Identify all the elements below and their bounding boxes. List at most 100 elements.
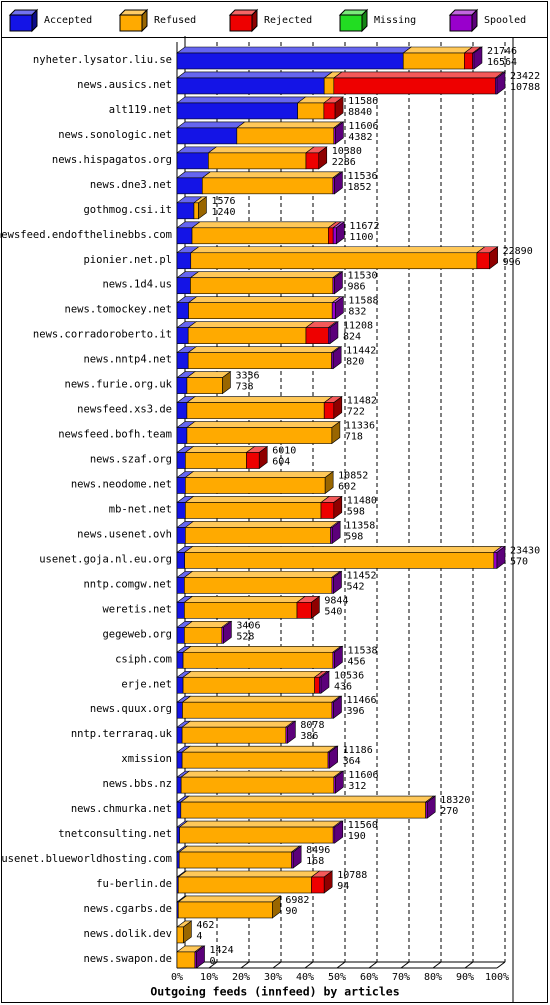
bar-segment <box>176 651 184 669</box>
y-tick-label: newsfeed.bofh.team <box>58 429 172 441</box>
accepted-label: 2286 <box>332 157 356 168</box>
bar-side <box>320 670 330 694</box>
bar-segment <box>176 926 184 944</box>
bar-segment <box>208 152 307 170</box>
y-tick-label: gothmog.csi.it <box>83 204 172 216</box>
y-tick-label: news.bbs.nz <box>102 778 172 790</box>
total-label: 11442 <box>346 346 376 357</box>
bar-segment <box>176 127 238 145</box>
accepted-label: 986 <box>347 282 365 293</box>
bar-segment <box>176 627 185 644</box>
bar-segment <box>320 502 335 519</box>
bar-side <box>222 371 231 395</box>
bar-segment <box>176 577 185 594</box>
y-tick-label: news.nntp4.net <box>83 354 172 366</box>
tick-mark <box>400 961 410 969</box>
accepted-label: 8840 <box>348 107 372 118</box>
total-label: 11672 <box>349 221 379 232</box>
bar-segment <box>297 102 325 120</box>
y-tick-label: news.sonologic.net <box>58 129 172 141</box>
bar-segment <box>185 477 326 494</box>
tick-mark <box>368 961 378 969</box>
bar-segment <box>296 602 312 619</box>
bar-side <box>473 46 483 70</box>
bar-side <box>329 745 338 769</box>
total-label: 22890 <box>503 246 533 257</box>
accepted-label: 820 <box>346 357 364 368</box>
bar-segment <box>176 352 189 369</box>
total-label: 11480 <box>347 495 377 506</box>
bar-segment <box>176 202 195 220</box>
bar-side <box>332 346 342 370</box>
bar-top <box>187 346 341 353</box>
bar-segment <box>185 502 322 519</box>
total-label: 11606 <box>348 121 378 132</box>
bar-segment <box>201 177 334 195</box>
bar-side <box>329 321 339 345</box>
bar-side <box>335 121 344 145</box>
y-tick-label: pionier.net.pl <box>83 254 172 266</box>
bar-segment <box>180 801 426 819</box>
bar-segment <box>176 602 185 619</box>
bar-segment <box>176 502 186 519</box>
bar-segment <box>176 227 193 245</box>
bar-segment <box>184 627 223 644</box>
bar-side <box>496 545 506 570</box>
accepted-label: 602 <box>338 481 356 492</box>
bar-segment <box>182 651 334 669</box>
total-label: 8496 <box>306 845 330 856</box>
x-tick-label: 80% <box>424 972 442 983</box>
y-tick-label: csiph.com <box>115 653 172 665</box>
accepted-label: 4 <box>196 931 202 942</box>
bar-top <box>186 421 341 428</box>
accepted-label: 396 <box>346 706 364 717</box>
bar-segment <box>305 327 329 344</box>
bar-top <box>191 221 338 229</box>
bar-top <box>176 46 413 54</box>
bar-top <box>176 71 334 79</box>
bar-segment <box>332 227 337 245</box>
y-tick-label: gegeweb.org <box>102 628 172 640</box>
total-label: 6982 <box>285 895 309 906</box>
total-label: 1576 <box>211 196 235 207</box>
bar-top <box>184 471 335 478</box>
total-label: 11336 <box>345 421 375 432</box>
bar-top <box>184 446 256 453</box>
legend-swatch <box>119 14 143 32</box>
accepted-label: 598 <box>345 531 363 542</box>
total-label: 1424 <box>210 945 234 956</box>
bar-segment <box>188 302 333 320</box>
total-label: 11482 <box>347 396 377 407</box>
y-tick-label: xmission <box>121 753 172 765</box>
total-label: 23430 <box>510 545 540 556</box>
bar-side <box>496 71 506 95</box>
bar-segment <box>476 252 490 270</box>
bar-segment <box>177 901 273 919</box>
legend-label: Accepted <box>44 15 92 26</box>
tick-mark <box>496 961 506 969</box>
bar-segment <box>186 427 333 444</box>
bar-segment <box>176 776 182 794</box>
y-tick-label: nntp.terraraq.uk <box>71 728 173 740</box>
bar-top <box>201 171 342 179</box>
bar-segment <box>323 402 335 419</box>
y-tick-label: newsfeed.xs3.de <box>77 404 172 416</box>
bar-segment <box>331 302 336 320</box>
accepted-label: 1852 <box>347 182 371 193</box>
bar-segment <box>185 527 331 544</box>
bar-segment <box>185 452 247 469</box>
accepted-label: 270 <box>440 806 458 817</box>
y-tick-label: news.quux.org <box>90 703 172 715</box>
total-label: 11586 <box>348 96 378 107</box>
bar-side <box>318 146 328 170</box>
bar-top <box>183 596 306 603</box>
accepted-label: 722 <box>347 407 365 418</box>
y-tick-label: news.chmurka.net <box>71 803 172 815</box>
bar-segment <box>184 552 495 569</box>
bar-segment <box>464 52 473 70</box>
total-label: 23422 <box>510 71 540 82</box>
bar-segment <box>176 152 209 170</box>
bar-side <box>336 221 345 245</box>
legend-swatch <box>449 14 473 32</box>
